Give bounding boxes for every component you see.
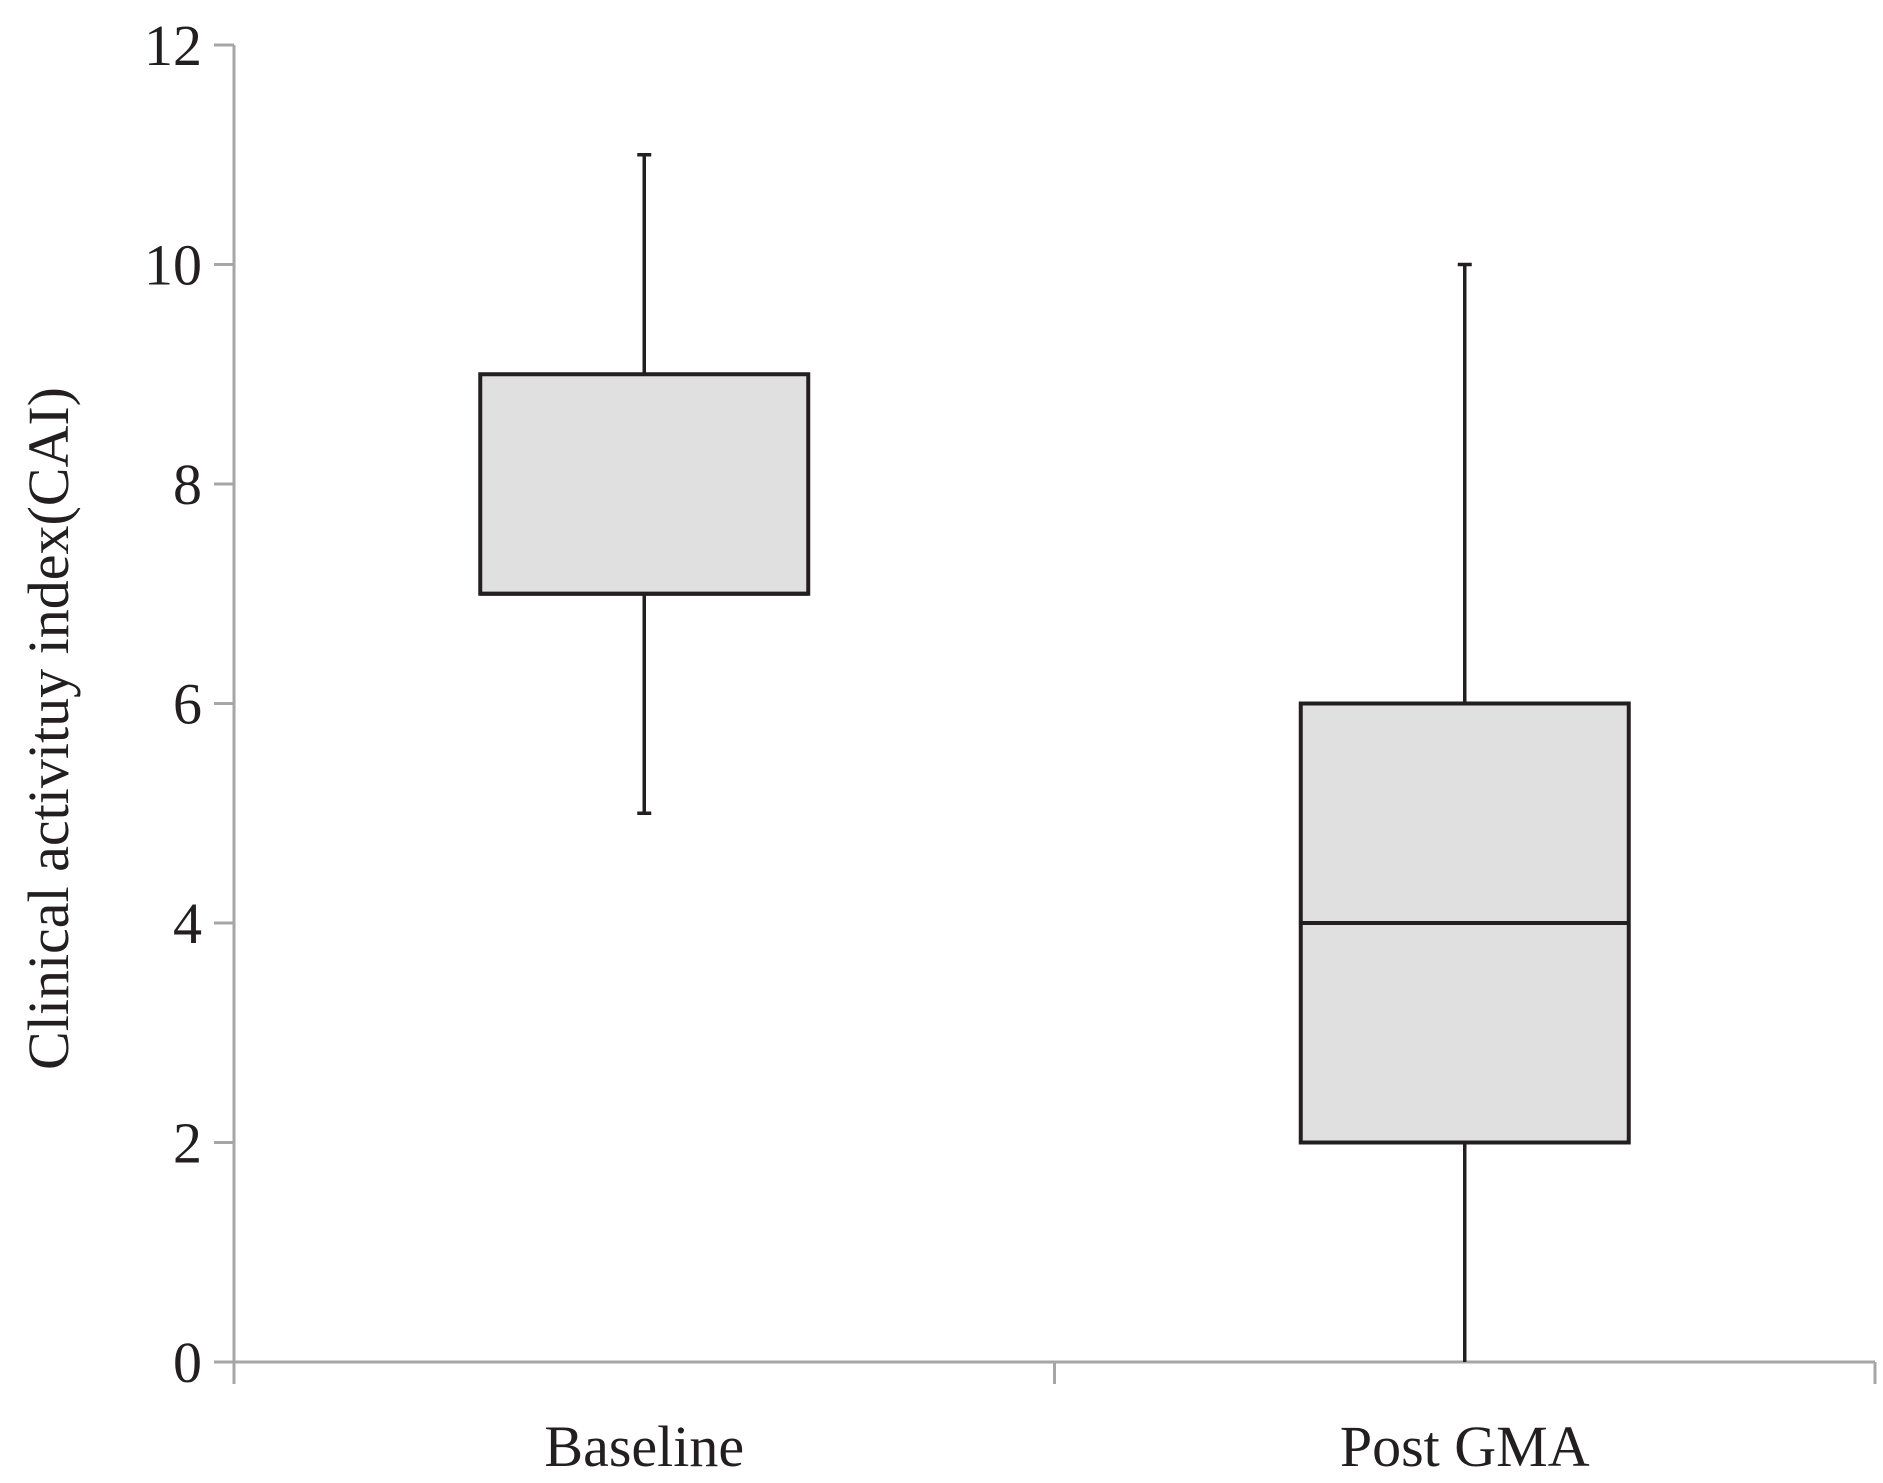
y-tick-label: 0 — [173, 1330, 202, 1395]
y-tick-label: 4 — [173, 891, 202, 956]
y-tick-label: 6 — [173, 672, 202, 737]
boxes — [478, 153, 1631, 1362]
y-tick-label: 10 — [144, 233, 202, 298]
labels: Baseline Post GMA — [544, 1414, 1589, 1479]
box-group — [1298, 262, 1631, 1362]
x-category-label: Baseline — [544, 1414, 744, 1479]
y-tick-label: 8 — [173, 452, 202, 517]
y-axis-title: Clinical activituy index(CAI) — [16, 387, 81, 1070]
iqr-box — [478, 372, 811, 596]
y-tick-label: 12 — [144, 13, 202, 78]
axes: 0 2 4 6 8 10 12 — [144, 13, 1877, 1395]
box-group — [478, 153, 811, 815]
x-category-label: Post GMA — [1340, 1414, 1590, 1479]
y-tick-label: 2 — [173, 1111, 202, 1176]
